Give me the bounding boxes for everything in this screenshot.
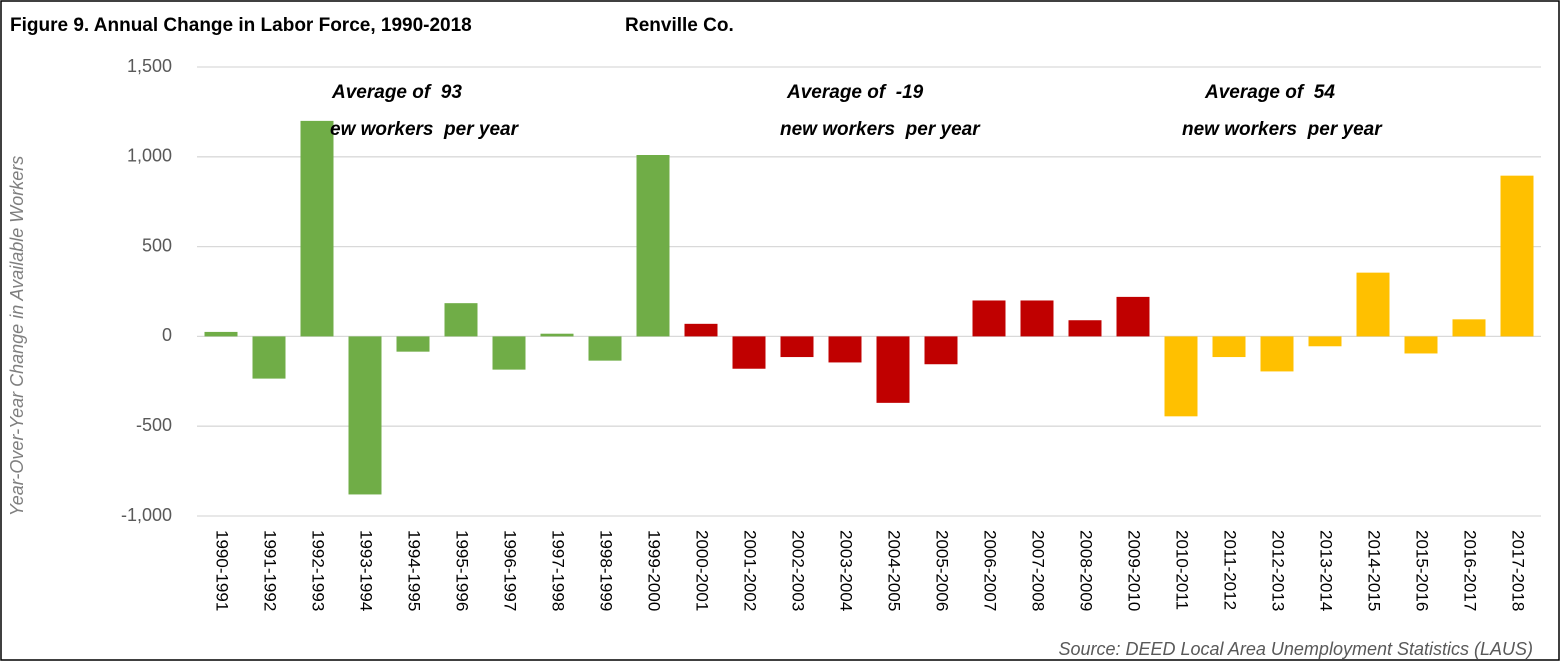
x-tick-label: 2000-2001 bbox=[693, 530, 712, 611]
x-tick-label: 2006-2007 bbox=[981, 530, 1000, 611]
source: Source: DEED Local Area Unemployment Sta… bbox=[1058, 639, 1533, 659]
x-tick-label: 1991-1992 bbox=[261, 530, 280, 611]
x-tick-label: 2009-2010 bbox=[1125, 530, 1144, 611]
x-tick-label: 2002-2003 bbox=[789, 530, 808, 611]
bar bbox=[636, 155, 670, 337]
chart-title: Figure 9. Annual Change in Labor Force, … bbox=[10, 15, 472, 36]
bar bbox=[1308, 336, 1342, 347]
x-tick-label: 2007-2008 bbox=[1029, 530, 1048, 611]
y-tick-label: 500 bbox=[142, 235, 172, 255]
bar bbox=[396, 336, 430, 352]
x-tick-label: 1990-1991 bbox=[213, 530, 232, 611]
x-tick-label: 1996-1997 bbox=[501, 530, 520, 611]
x-tick-label: 2011-2012 bbox=[1221, 530, 1240, 610]
bar bbox=[1212, 336, 1246, 358]
x-tick-label: 2001-2002 bbox=[741, 530, 760, 611]
y-tick-label: 0 bbox=[162, 325, 172, 345]
x-tick-label: 2004-2005 bbox=[885, 530, 904, 611]
annotation: new workers per year bbox=[1182, 119, 1383, 140]
bar bbox=[540, 333, 574, 337]
chart-subtitle: Renville Co. bbox=[625, 15, 734, 36]
x-tick-label: 2015-2016 bbox=[1413, 530, 1432, 611]
x-tick-label: 2014-2015 bbox=[1365, 530, 1384, 611]
bar bbox=[1404, 336, 1438, 354]
bar bbox=[828, 336, 862, 363]
bar bbox=[684, 323, 718, 337]
y-tick-label: -1,000 bbox=[121, 505, 172, 525]
x-tick-label: 2005-2006 bbox=[933, 530, 952, 611]
y-axis-label: Year-Over-Year Change in Available Worke… bbox=[7, 156, 27, 517]
bar bbox=[1260, 336, 1294, 372]
y-tick-label: 1,500 bbox=[127, 56, 172, 76]
x-tick-label: 2013-2014 bbox=[1317, 530, 1336, 611]
y-tick-label: -500 bbox=[136, 415, 172, 435]
x-tick-label: 2010-2011 bbox=[1173, 530, 1192, 610]
bar bbox=[924, 336, 958, 365]
x-tick-label: 2012-2013 bbox=[1269, 530, 1288, 611]
bar bbox=[1356, 272, 1390, 337]
bar bbox=[300, 120, 334, 337]
x-tick-label: 1997-1998 bbox=[549, 530, 568, 611]
bar bbox=[348, 336, 382, 495]
bar bbox=[1116, 296, 1150, 337]
bar bbox=[780, 336, 814, 358]
bar bbox=[492, 336, 526, 370]
x-tick-label: 1995-1996 bbox=[453, 530, 472, 611]
bar bbox=[588, 336, 622, 361]
bar bbox=[252, 336, 286, 379]
bar bbox=[972, 300, 1006, 337]
x-tick-label: 2008-2009 bbox=[1077, 530, 1096, 611]
x-tick-label: 2017-2018 bbox=[1509, 530, 1528, 611]
bar bbox=[1068, 320, 1102, 337]
annotation: new workers per year bbox=[780, 119, 981, 140]
annotation: Average of -19 bbox=[786, 82, 924, 103]
x-tick-label: 2016-2017 bbox=[1461, 530, 1480, 611]
annotation: ew workers per year bbox=[330, 119, 520, 140]
bar bbox=[1500, 175, 1534, 337]
annotation: Average of 54 bbox=[1204, 82, 1335, 103]
x-tick-label: 1998-1999 bbox=[597, 530, 616, 611]
x-tick-label: 1994-1995 bbox=[405, 530, 424, 611]
x-tick-label: 1999-2000 bbox=[645, 530, 664, 611]
bar bbox=[1452, 319, 1486, 337]
annotation: Average of 93 bbox=[331, 82, 462, 103]
y-tick-label: 1,000 bbox=[127, 146, 172, 166]
bar bbox=[1164, 336, 1198, 417]
bar bbox=[444, 303, 478, 337]
bar bbox=[732, 336, 766, 369]
bar bbox=[876, 336, 910, 403]
x-tick-label: 1993-1994 bbox=[357, 530, 376, 611]
x-tick-label: 2003-2004 bbox=[837, 530, 856, 611]
x-tick-label: 1992-1993 bbox=[309, 530, 328, 611]
bar bbox=[1020, 300, 1054, 337]
bar bbox=[204, 331, 238, 337]
